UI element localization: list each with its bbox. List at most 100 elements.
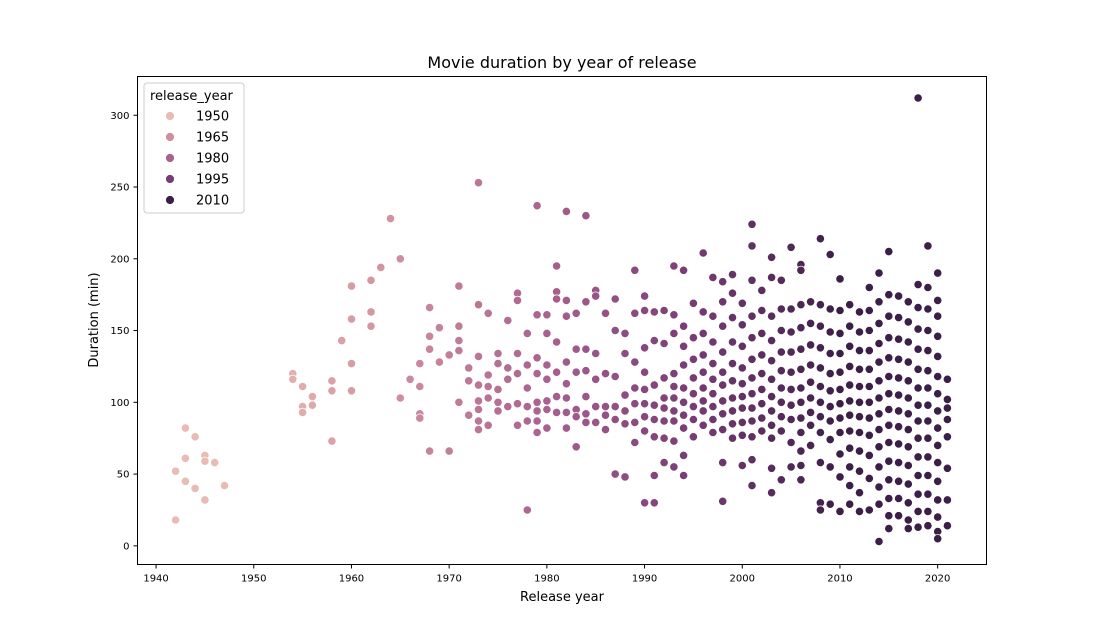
data-point bbox=[913, 93, 923, 103]
data-point bbox=[659, 416, 669, 426]
data-point bbox=[190, 432, 200, 442]
data-point bbox=[454, 397, 464, 407]
data-point bbox=[747, 219, 757, 229]
data-point bbox=[884, 511, 894, 521]
data-point bbox=[688, 432, 699, 442]
data-point bbox=[766, 406, 777, 416]
legend-label: 1995 bbox=[196, 173, 229, 188]
data-point bbox=[620, 348, 630, 359]
data-point bbox=[415, 358, 425, 369]
data-point bbox=[737, 430, 747, 440]
data-point bbox=[512, 399, 523, 409]
data-point bbox=[825, 434, 835, 445]
data-point bbox=[766, 433, 777, 443]
data-point bbox=[786, 400, 796, 410]
data-point bbox=[796, 475, 806, 485]
data-point bbox=[727, 358, 738, 369]
data-point bbox=[854, 506, 865, 516]
data-point bbox=[766, 374, 777, 384]
y-tick-label: 300 bbox=[110, 111, 129, 122]
data-point bbox=[366, 275, 376, 285]
data-point bbox=[718, 297, 728, 307]
data-point bbox=[688, 354, 699, 364]
data-point bbox=[786, 367, 796, 377]
data-point bbox=[796, 383, 806, 393]
data-point bbox=[942, 414, 953, 425]
data-point bbox=[815, 457, 826, 468]
data-point bbox=[659, 457, 669, 468]
data-point bbox=[903, 317, 913, 327]
data-point bbox=[669, 310, 679, 320]
chart-title: Movie duration by year of release bbox=[427, 53, 696, 72]
data-point bbox=[923, 433, 933, 443]
data-point bbox=[815, 427, 826, 438]
data-point bbox=[620, 406, 630, 416]
data-point bbox=[718, 277, 728, 287]
data-point bbox=[874, 357, 884, 367]
data-point bbox=[454, 345, 464, 356]
data-point bbox=[747, 432, 757, 442]
x-tick-label: 2020 bbox=[925, 574, 950, 585]
data-point bbox=[424, 331, 435, 341]
data-point bbox=[464, 376, 474, 386]
data-point bbox=[933, 534, 943, 544]
data-point bbox=[903, 409, 913, 419]
data-point bbox=[796, 446, 806, 456]
data-point bbox=[639, 498, 650, 508]
data-point bbox=[718, 347, 728, 357]
data-point bbox=[893, 354, 904, 364]
data-point bbox=[923, 366, 933, 376]
data-point bbox=[551, 367, 562, 377]
data-point bbox=[424, 446, 435, 456]
data-point bbox=[864, 325, 874, 336]
data-point bbox=[864, 305, 874, 316]
y-tick-label: 100 bbox=[110, 398, 129, 409]
data-point bbox=[835, 348, 845, 359]
data-point bbox=[337, 335, 347, 346]
data-point bbox=[669, 406, 679, 416]
data-point bbox=[913, 470, 923, 481]
data-point bbox=[718, 321, 728, 331]
data-point bbox=[825, 499, 835, 509]
data-point bbox=[835, 506, 845, 516]
data-point bbox=[561, 295, 572, 305]
data-point bbox=[893, 406, 904, 416]
data-point bbox=[346, 386, 357, 396]
data-point bbox=[210, 457, 220, 468]
data-point bbox=[708, 401, 718, 412]
data-point bbox=[200, 495, 210, 505]
data-point bbox=[874, 393, 884, 403]
data-point bbox=[434, 357, 444, 367]
data-point bbox=[405, 374, 415, 384]
data-point bbox=[766, 252, 777, 262]
data-point bbox=[483, 381, 493, 392]
data-point bbox=[864, 381, 874, 392]
data-point bbox=[385, 214, 396, 224]
data-point bbox=[884, 404, 894, 415]
data-point bbox=[346, 281, 357, 291]
data-point bbox=[561, 311, 572, 321]
data-point bbox=[796, 323, 806, 333]
data-point bbox=[718, 424, 728, 435]
data-point bbox=[776, 366, 786, 376]
data-point bbox=[874, 409, 884, 419]
data-point bbox=[542, 328, 552, 338]
data-point bbox=[776, 397, 786, 407]
legend-entries: 1950 1965 1980 1995 2010 bbox=[165, 110, 229, 209]
data-point bbox=[678, 265, 689, 275]
legend-label: 2010 bbox=[196, 194, 229, 209]
data-point bbox=[854, 412, 865, 422]
x-tick-label: 1950 bbox=[241, 574, 266, 585]
data-point bbox=[649, 307, 659, 317]
data-point bbox=[493, 406, 503, 416]
data-point bbox=[532, 416, 542, 426]
data-point bbox=[708, 414, 718, 425]
data-point bbox=[884, 523, 894, 534]
data-point bbox=[600, 308, 611, 318]
data-point bbox=[854, 397, 865, 407]
data-point bbox=[424, 302, 435, 313]
data-point bbox=[933, 331, 943, 341]
data-point bbox=[639, 399, 650, 409]
legend: release_year 1950 1965 1980 1995 2010 bbox=[143, 82, 245, 214]
legend-label: 1980 bbox=[196, 152, 229, 167]
